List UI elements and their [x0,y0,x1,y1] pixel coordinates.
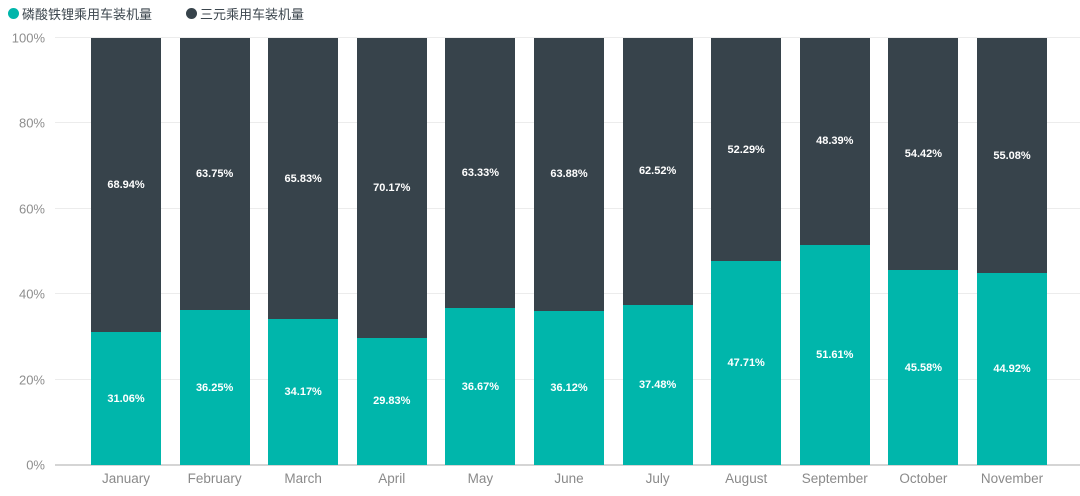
bar-column-march: 65.83% 34.17% [268,38,339,465]
x-axis-label: May [467,471,494,486]
bar-value-label: 47.71% [727,357,765,370]
bar-segment-lfp: 36.67% [445,308,516,465]
bar-segment-ternary: 55.08% [977,38,1047,274]
bar-segment-ternary: 68.94% [91,38,161,333]
bar-column-may: 63.33% 36.67% [445,38,516,465]
bar-segment-lfp: 34.17% [268,319,339,465]
x-axis-label: October [899,471,948,486]
x-axis-label: January [101,471,151,486]
bar-value-label: 63.33% [461,167,500,180]
gridline [55,37,1080,38]
bar-segment-lfp: 37.48% [622,304,693,465]
bar-value-label: 63.88% [550,168,588,181]
bar-segment-lfp: 36.12% [534,310,604,465]
bar-column-august: 52.29% 47.71% [711,38,782,465]
bar-segment-ternary: 54.42% [888,38,959,271]
bar-value-label: 34.17% [284,386,322,399]
legend-item-ternary: 三元乘用车装机量 [186,4,304,23]
bar-value-label: 31.06% [107,392,145,405]
legend-label-ternary: 三元乘用车装机量 [200,7,305,22]
bar-value-label: 62.52% [638,165,677,178]
bar-column-february: 63.75% 36.25% [179,38,250,465]
bar-value-label: 63.75% [195,168,234,181]
bar-value-label: 55.08% [993,149,1031,162]
x-axis-label: September [801,471,868,486]
bar-value-label: 36.12% [550,381,588,394]
bar-segment-lfp: 29.83% [356,337,427,465]
y-axis-tick-label: 60% [18,201,45,217]
bar-value-label: 44.92% [993,363,1031,376]
bar-value-label: 45.58% [904,361,943,374]
bar-segment-ternary: 63.75% [179,38,250,311]
bar-value-label: 29.83% [373,395,411,408]
bar-value-label: 48.39% [816,135,854,148]
bar-column-november: 55.08% 44.92% [977,38,1047,465]
legend-dot-ternary-icon [186,8,198,19]
x-axis-label: November [980,471,1044,486]
bar-value-label: 36.25% [195,381,234,394]
bar-column-july: 62.52% 37.48% [622,38,693,465]
legend-dot-lfp-icon [8,8,19,19]
bar-value-label: 37.48% [638,378,677,391]
chart-legend: 磷酸铁锂乘用车装机量 三元乘用车装机量 [8,4,304,23]
y-axis-tick-label: 0% [26,457,45,473]
y-axis-tick-label: 100% [11,30,45,46]
y-axis-tick-label: 40% [18,286,45,302]
bar-segment-ternary: 48.39% [799,38,870,245]
bar-value-label: 68.94% [107,179,145,192]
bar-segment-lfp: 45.58% [888,270,959,465]
bar-column-september: 48.39% 51.61% [799,38,870,465]
bar-value-label: 65.83% [284,172,322,185]
bar-segment-lfp: 31.06% [91,332,161,465]
bar-value-label: 70.17% [373,181,411,194]
legend-item-lfp: 磷酸铁锂乘用车装机量 [8,4,152,23]
bar-segment-ternary: 70.17% [356,38,427,338]
x-axis-label: August [725,471,768,486]
x-axis-label: March [284,471,322,486]
bar-segment-ternary: 63.88% [534,38,604,311]
bar-segment-ternary: 52.29% [711,38,782,262]
bar-column-october: 54.42% 45.58% [888,38,959,465]
x-axis-label: June [554,471,584,486]
bar-value-label: 54.42% [904,148,943,161]
x-axis-label: July [645,471,670,486]
bar-value-label: 52.29% [727,143,765,156]
bar-segment-lfp: 47.71% [711,261,782,465]
bar-column-april: 70.17% 29.83% [356,38,427,465]
bar-segment-ternary: 62.52% [622,38,693,305]
y-axis-tick-label: 80% [18,115,45,131]
legend-label-lfp: 磷酸铁锂乘用车装机量 [22,7,153,22]
y-axis-tick-label: 20% [18,372,45,388]
bar-segment-ternary: 65.83% [268,38,339,320]
bar-column-january: 68.94% 31.06% [91,38,161,465]
bar-segment-lfp: 44.92% [977,273,1047,465]
bar-value-label: 36.67% [461,380,500,393]
bar-segment-lfp: 51.61% [799,244,870,465]
x-axis-label: February [187,471,242,486]
bar-segment-lfp: 36.25% [179,310,250,465]
x-axis-line [55,464,1080,466]
bar-value-label: 51.61% [816,348,854,361]
bar-segment-ternary: 63.33% [445,38,516,309]
bar-column-june: 63.88% 36.12% [534,38,604,465]
x-axis-label: April [378,471,406,486]
